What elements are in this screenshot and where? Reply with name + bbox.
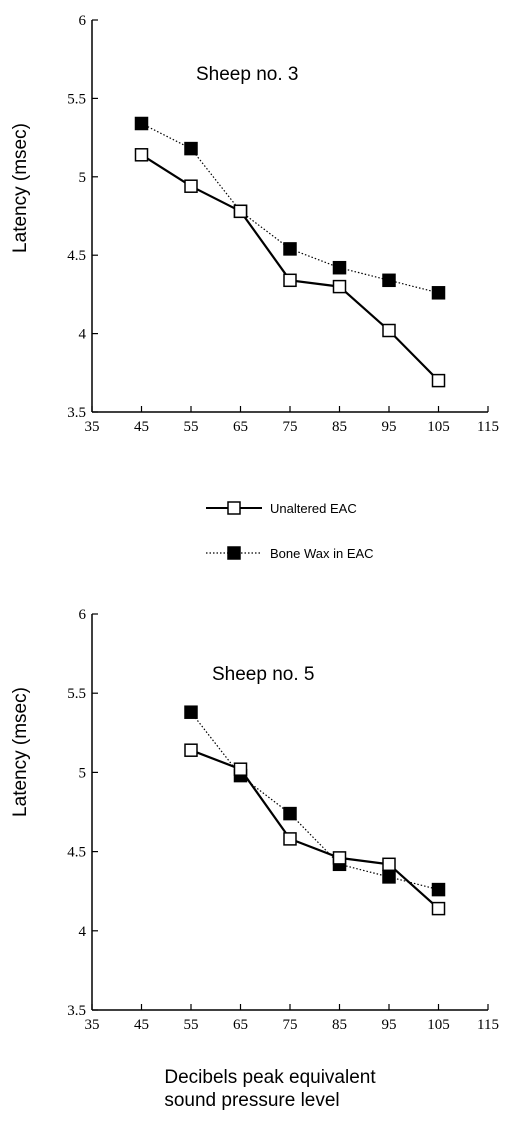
legend-label-bone-wax: Bone Wax in EAC — [270, 546, 374, 561]
x-tick-label: 85 — [332, 1017, 347, 1033]
y-tick-label: 6 — [79, 13, 87, 29]
y-tick-label: 4.5 — [67, 845, 86, 861]
data-point-bone-wax — [431, 286, 446, 300]
x-tick-label: 95 — [382, 1017, 397, 1033]
x-tick-label: 75 — [283, 419, 298, 435]
data-point-unaltered — [184, 179, 198, 193]
data-point-unaltered — [431, 373, 446, 388]
x-tick-label: 45 — [134, 419, 149, 435]
x-tick-label: 65 — [233, 419, 248, 435]
y-axis-label: Latency (msec) — [10, 123, 31, 253]
data-point-unaltered — [382, 857, 396, 872]
y-tick-label: 6 — [79, 607, 87, 623]
y-tick-label: 5 — [79, 765, 87, 781]
legend: Unaltered EAC Bone Wax in EAC — [206, 501, 374, 561]
x-tick-label: 85 — [332, 419, 347, 435]
y-tick-label: 3.5 — [67, 405, 86, 421]
y-tick-label: 3.5 — [67, 1003, 86, 1019]
x-tick-label: 105 — [427, 1017, 450, 1033]
data-point-bone-wax — [332, 260, 347, 275]
data-point-unaltered — [283, 273, 297, 288]
data-point-unaltered — [134, 148, 149, 162]
legend-marker-filled-square — [227, 546, 241, 560]
x-tick-label: 55 — [184, 419, 199, 435]
data-point-bone-wax — [134, 116, 149, 131]
x-tick-label: 115 — [477, 1017, 499, 1033]
panel-title: Sheep no. 5 — [212, 664, 314, 685]
x-tick-label: 115 — [477, 419, 499, 435]
panel-sheep-3: Sheep no. 3 Latency (msec) 3.5 4 4.5 5 5.5 6 3… — [10, 13, 499, 435]
y-tick-label: 4 — [79, 924, 87, 940]
y-tick-label: 5.5 — [67, 91, 86, 107]
legend-marker-open-square — [227, 501, 241, 515]
x-tick-label: 105 — [427, 419, 450, 435]
y-axis-label: Latency (msec) — [10, 687, 31, 817]
x-tick-label: 95 — [382, 419, 397, 435]
data-point-bone-wax — [382, 870, 396, 884]
y-tick-label: 4 — [79, 327, 87, 343]
series-line-bone-wax — [190, 711, 439, 891]
series-line-unaltered — [190, 749, 440, 910]
x-tick-label: 45 — [134, 1017, 149, 1033]
panel-sheep-5: Sheep no. 5 Latency (msec) 3.5 4 4.5 5 5.5 6 3… — [10, 607, 499, 1033]
panel-title: Sheep no. 3 — [196, 64, 298, 85]
data-point-bone-wax — [283, 806, 297, 821]
legend-label-unaltered: Unaltered EAC — [270, 501, 357, 516]
x-tick-label: 65 — [233, 1017, 248, 1033]
x-tick-label: 55 — [184, 1017, 199, 1033]
y-tick-label: 5.5 — [67, 686, 86, 702]
data-point-unaltered — [233, 204, 248, 219]
x-axis-label-line-1: Decibels peak equivalent — [164, 1067, 376, 1088]
x-axis-label-line-2: sound pressure level — [164, 1090, 339, 1111]
x-tick-label: 35 — [85, 419, 100, 435]
data-point-unaltered — [283, 832, 297, 846]
x-tick-label: 35 — [85, 1017, 100, 1033]
x-tick-label: 75 — [283, 1017, 298, 1033]
data-point-unaltered — [431, 901, 446, 916]
data-point-bone-wax — [184, 705, 198, 719]
y-tick-label: 5 — [79, 170, 87, 186]
data-point-bone-wax — [283, 242, 297, 256]
y-tick-label: 4.5 — [67, 248, 86, 264]
data-point-bone-wax — [382, 273, 396, 288]
data-point-unaltered — [332, 851, 347, 865]
data-point-unaltered — [184, 743, 198, 757]
data-point-unaltered — [332, 279, 347, 294]
data-point-unaltered — [382, 323, 396, 338]
data-point-bone-wax — [184, 141, 198, 156]
data-point-bone-wax — [431, 882, 446, 897]
data-point-unaltered — [233, 762, 248, 776]
